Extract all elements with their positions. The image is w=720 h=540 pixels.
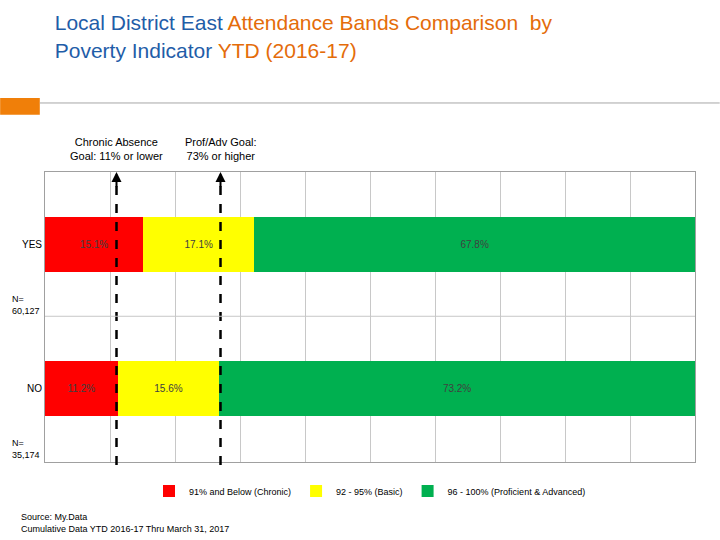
svg-text:N=60,127: N=60,127: [12, 294, 40, 316]
svg-text:73.2%: 73.2%: [443, 383, 471, 394]
svg-text:Source: My.DataCumulative Data: Source: My.DataCumulative Data YTD 2016-…: [21, 512, 229, 534]
svg-text:15.6%: 15.6%: [154, 383, 182, 394]
svg-text:N=35,174: N=35,174: [12, 438, 40, 460]
svg-text:17.1%: 17.1%: [184, 239, 212, 250]
svg-text:YES: YES: [22, 239, 42, 250]
svg-text:67.8%: 67.8%: [460, 239, 488, 250]
svg-text:NO: NO: [27, 383, 42, 394]
svg-text:Chronic AbsenceGoal: 11% or lo: Chronic AbsenceGoal: 11% or lower: [70, 136, 163, 162]
svg-text:Local District East Attendance: Local District East Attendance Bands Com…: [55, 11, 553, 61]
svg-text:92 - 95% (Basic): 92 - 95% (Basic): [336, 487, 403, 497]
svg-text:96 - 100% (Proficient & Advanc: 96 - 100% (Proficient & Advanced): [448, 487, 586, 497]
svg-text:Prof/Adv Goal:73% or higher: Prof/Adv Goal:73% or higher: [185, 136, 257, 162]
svg-text:11.2%: 11.2%: [68, 383, 96, 394]
svg-text:15.1%: 15.1%: [80, 239, 108, 250]
svg-text:91% and Below (Chronic): 91% and Below (Chronic): [189, 487, 291, 497]
